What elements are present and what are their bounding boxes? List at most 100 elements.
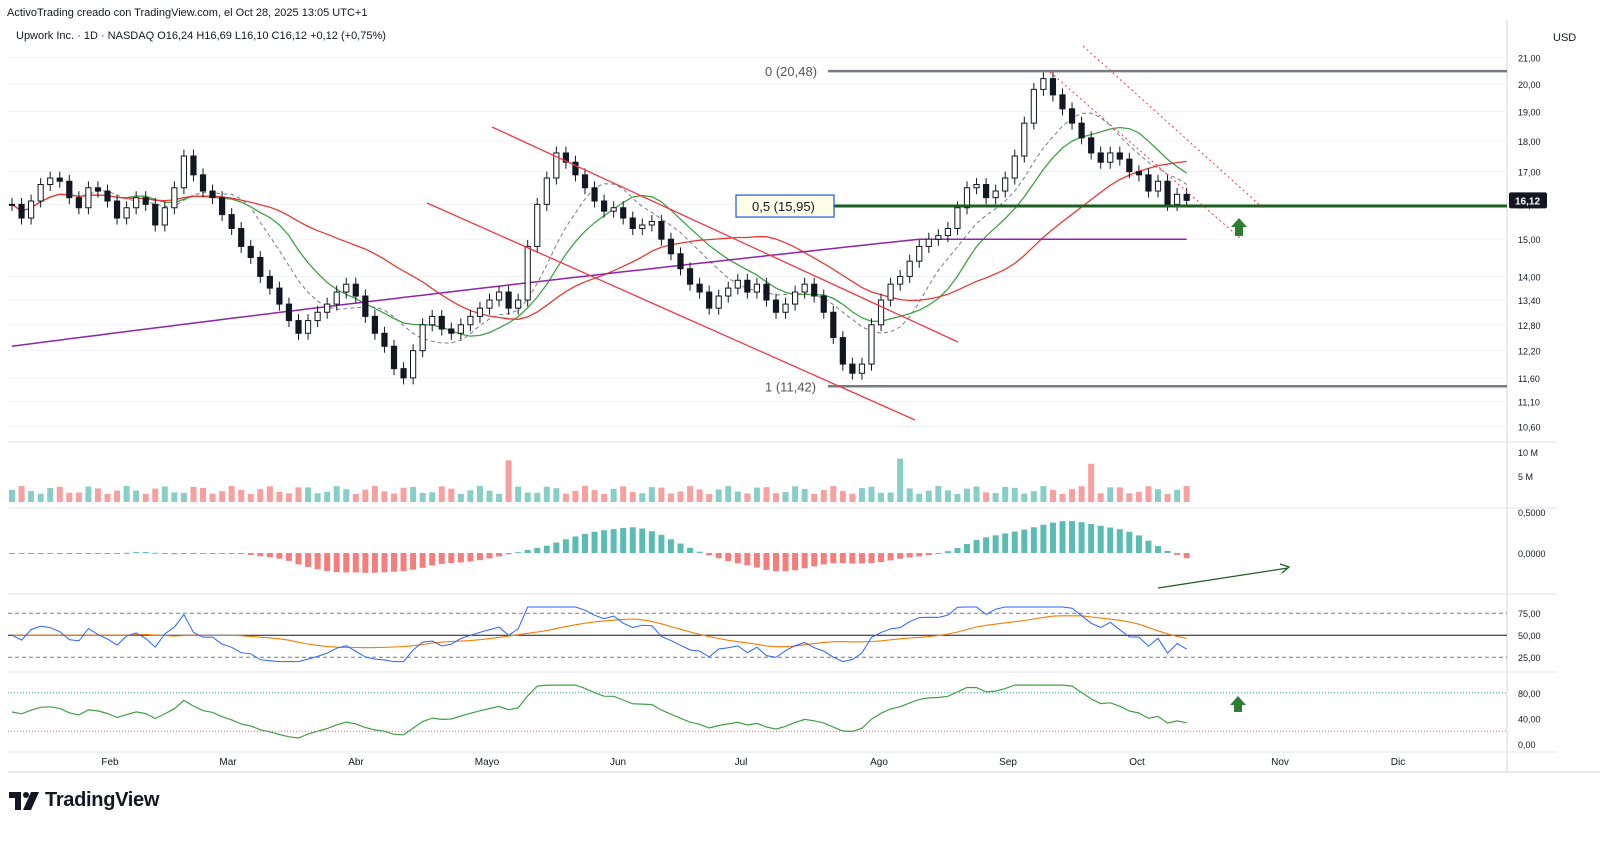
candle <box>572 155 579 182</box>
macd-bar <box>247 553 254 555</box>
candle-body <box>1088 137 1095 154</box>
volume-bar <box>438 486 445 502</box>
volume-bar <box>448 488 455 502</box>
volume-bar <box>1183 486 1190 502</box>
candle <box>18 197 25 225</box>
macd-bar <box>534 547 541 553</box>
candle-body <box>734 279 741 289</box>
macd-bar <box>295 553 302 565</box>
candle-body <box>142 197 149 205</box>
price-tick-label: 14,00 <box>1518 272 1541 282</box>
macd-bar <box>725 553 732 562</box>
volume-bar <box>983 492 990 502</box>
volume-bar <box>371 486 378 502</box>
macd-bar <box>954 547 961 553</box>
volume-bar <box>476 486 483 502</box>
last-price-label: 16,12 <box>1515 196 1540 207</box>
candle <box>1049 72 1057 102</box>
volume-bar <box>868 486 875 502</box>
volume-bar <box>1164 493 1171 502</box>
volume-bar <box>620 486 627 502</box>
macd-bar <box>457 553 464 563</box>
volume-bar <box>582 486 588 502</box>
macd-bar <box>677 543 684 553</box>
macd-bar <box>992 535 999 553</box>
macd-bar <box>66 553 73 554</box>
macd-bar <box>476 553 483 561</box>
macd-tick-label: 0,5000 <box>1518 508 1546 518</box>
volume-bar <box>610 488 617 502</box>
macd-bar <box>887 553 894 561</box>
macd-bar <box>553 542 560 553</box>
candle <box>897 269 904 291</box>
macd-bar <box>773 553 779 572</box>
tradingview-logo[interactable]: TradingView <box>9 789 159 812</box>
candle <box>696 277 703 299</box>
candle-body <box>37 184 44 202</box>
candle-body <box>925 238 932 247</box>
volume-bar <box>1088 463 1095 502</box>
volume-bar <box>171 492 178 502</box>
macd-bar <box>28 553 35 554</box>
macd-bar <box>1174 553 1181 555</box>
candle <box>1002 171 1009 198</box>
rsi-tick-label: 25,00 <box>1518 653 1541 663</box>
currency-label[interactable]: USD <box>1553 32 1577 44</box>
candle-body <box>94 187 102 192</box>
candle-body <box>56 177 63 182</box>
macd-bar <box>1107 527 1114 553</box>
candle-body <box>811 283 818 297</box>
candle <box>887 277 894 307</box>
candle-body <box>1174 193 1181 205</box>
volume-bar <box>954 493 961 502</box>
candle-body <box>152 203 159 226</box>
price-tick-label: 11,10 <box>1518 398 1540 408</box>
macd-bar <box>47 553 54 554</box>
candle-body <box>352 283 359 297</box>
volume-bar <box>1116 487 1123 502</box>
candle <box>219 191 226 222</box>
time-axis-label: Sep <box>999 757 1017 768</box>
candle <box>142 191 149 211</box>
volume-tick-label: 10 M <box>1518 448 1538 458</box>
candle-body <box>629 217 636 230</box>
volume-bar <box>496 493 503 502</box>
candle <box>352 277 359 303</box>
macd-bar <box>56 553 63 554</box>
candle-body <box>343 283 350 293</box>
volume-bar <box>849 493 856 502</box>
sma-fast-line <box>11 126 1188 337</box>
candle-body <box>696 283 703 293</box>
volume-bar <box>180 492 187 502</box>
candle-body <box>390 345 398 370</box>
macd-bar <box>305 553 312 567</box>
volume-bar <box>200 487 206 502</box>
volume-bar <box>916 493 923 502</box>
candle-body <box>1126 158 1133 173</box>
candle-body <box>419 324 426 352</box>
candle <box>343 277 350 299</box>
candle <box>677 247 684 276</box>
candle <box>839 331 846 371</box>
candle-body <box>792 291 799 305</box>
volume-bar <box>352 493 359 502</box>
volume-bar <box>1155 489 1161 502</box>
volume-bar <box>457 493 464 502</box>
candle <box>1116 146 1123 166</box>
volume-bar <box>362 489 369 502</box>
candle <box>123 201 130 225</box>
candle-body <box>47 177 54 186</box>
symbol-info[interactable]: Upwork Inc. · 1D · NASDAQ O16,24 H16,69 … <box>16 30 386 42</box>
candle <box>467 309 474 332</box>
candle <box>199 168 207 198</box>
volume-bar <box>591 490 598 502</box>
candle <box>830 305 837 345</box>
macd-bar <box>620 527 627 553</box>
volume-bar <box>687 486 694 502</box>
candle-body <box>753 283 760 293</box>
volume-bar <box>744 493 751 502</box>
candle <box>448 322 455 340</box>
macd-bar <box>1116 529 1123 553</box>
macd-bar <box>582 533 588 553</box>
